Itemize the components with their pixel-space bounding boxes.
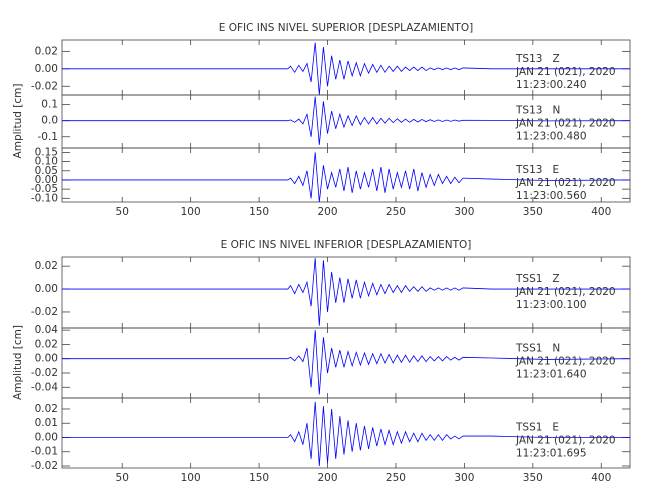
y-tick-label: -0.04 — [31, 381, 58, 393]
y-tick-label: -0.10 — [31, 192, 58, 204]
date-label: JAN 21 (021), 2020 — [515, 118, 616, 130]
y-tick-label: 0.01 — [35, 417, 58, 429]
station-label: TSS1 E — [515, 421, 559, 433]
y-tick-label: -0.02 — [31, 367, 58, 379]
x-tick-label: 250 — [386, 206, 406, 218]
y-tick-label: 0.0 — [41, 115, 58, 127]
x-tick-label: 200 — [317, 206, 337, 218]
y-tick-label: 0.02 — [35, 403, 58, 415]
x-tick-label: 150 — [249, 472, 269, 484]
date-label: JAN 21 (021), 2020 — [515, 356, 616, 368]
x-tick-label: 400 — [591, 206, 611, 218]
waveform — [62, 330, 631, 395]
x-tick-label: 200 — [317, 472, 337, 484]
x-tick-label: 100 — [181, 206, 201, 218]
y-tick-label: -0.02 — [31, 460, 58, 472]
time-label: 11:23:00.240 — [516, 79, 587, 91]
date-label: JAN 21 (021), 2020 — [515, 177, 616, 189]
waveform — [62, 258, 630, 326]
time-label: 11:23:00.480 — [516, 131, 587, 143]
x-tick-label: 300 — [454, 472, 474, 484]
time-label: 11:23:01.640 — [516, 369, 587, 381]
y-tick-label: -0.01 — [31, 446, 58, 458]
y-tick-label: -0.02 — [31, 306, 58, 318]
y-tick-label: -0.05 — [31, 183, 58, 195]
station-label: TS13 E — [515, 164, 559, 176]
x-tick-label: 50 — [116, 472, 129, 484]
time-label: 11:23:00.100 — [516, 299, 587, 311]
y-axis-label: Amplitud [cm] — [12, 84, 24, 159]
date-label: JAN 21 (021), 2020 — [515, 434, 616, 446]
waveform — [62, 152, 631, 203]
panel-frame — [61, 147, 631, 203]
station-label: TS13 Z — [515, 53, 560, 65]
y-tick-label: 0.00 — [35, 174, 58, 186]
time-label: 11:23:01.695 — [516, 447, 587, 459]
y-tick-label: 0.10 — [35, 156, 58, 168]
x-tick-label: 50 — [116, 206, 129, 218]
y-tick-label: 0.00 — [35, 431, 58, 443]
x-tick-label: 400 — [591, 472, 611, 484]
y-tick-label: 0.02 — [35, 260, 58, 272]
y-tick-label: 0.02 — [35, 45, 58, 57]
y-tick-label: 0.05 — [35, 165, 58, 177]
y-tick-label: 0.04 — [35, 324, 59, 336]
y-tick-label: 0.1 — [41, 99, 58, 111]
y-tick-label: 0.00 — [35, 283, 58, 295]
date-label: JAN 21 (021), 2020 — [515, 286, 616, 298]
date-label: JAN 21 (021), 2020 — [515, 66, 616, 78]
x-tick-label: 250 — [386, 472, 406, 484]
x-tick-label: 100 — [181, 472, 201, 484]
y-tick-label: -0.02 — [31, 80, 58, 92]
waveform — [62, 42, 630, 96]
y-tick-label: 0.02 — [35, 338, 58, 350]
waveform — [62, 401, 630, 467]
y-tick-label: 0.00 — [35, 353, 58, 365]
waveform — [62, 96, 631, 145]
panel-frame — [61, 397, 631, 469]
x-tick-label: 300 — [454, 206, 474, 218]
chart-title: E OFIC INS NIVEL INFERIOR [DESPLAZAMIENT… — [221, 239, 472, 251]
station-label: TSS1 Z — [515, 273, 560, 285]
y-axis-label: Amplitud [cm] — [12, 325, 24, 400]
y-tick-label: -0.1 — [38, 131, 59, 143]
x-tick-label: 350 — [523, 206, 543, 218]
x-tick-label: 150 — [249, 206, 269, 218]
y-tick-label: 0.00 — [35, 63, 58, 75]
x-tick-label: 350 — [523, 472, 543, 484]
time-label: 11:23:00.560 — [516, 190, 587, 202]
station-label: TSS1 N — [515, 343, 560, 355]
chart-title: E OFIC INS NIVEL SUPERIOR [DESPLAZAMIENT… — [219, 22, 473, 34]
y-tick-label: 0.15 — [35, 146, 58, 158]
station-label: TS13 N — [515, 105, 560, 117]
